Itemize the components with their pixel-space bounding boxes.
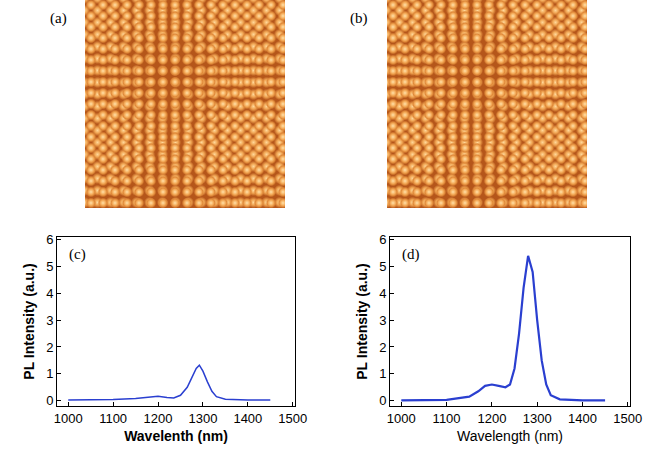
svg-text:Wavelength (nm): Wavelength (nm) [457, 428, 563, 444]
html-text:(b): (b) [350, 10, 368, 26]
svg-text:1500: 1500 [278, 411, 307, 426]
svg-text:1100: 1100 [99, 411, 127, 426]
svg-text:1400: 1400 [233, 411, 262, 426]
svg-text:3: 3 [46, 313, 53, 328]
svg-text:1200: 1200 [144, 411, 173, 426]
svg-text:5: 5 [379, 259, 386, 274]
svg-text:Wavelenth (nm): Wavelenth (nm) [124, 428, 228, 444]
svg-text:0: 0 [46, 393, 53, 408]
svg-text:2: 2 [46, 340, 53, 355]
svg-text:2: 2 [379, 340, 386, 355]
svg-text:(c): (c) [69, 246, 86, 263]
svg-text:6: 6 [46, 232, 53, 247]
svg-text:PL Intensity (a.u.): PL Intensity (a.u.) [354, 263, 370, 379]
html-text:(a): (a) [50, 10, 67, 26]
svg-text:3: 3 [379, 313, 386, 328]
svg-text:1300: 1300 [188, 411, 217, 426]
svg-text:5: 5 [46, 259, 53, 274]
svg-text:(d): (d) [402, 246, 420, 263]
svg-text:PL Intensity (a.u.): PL Intensity (a.u.) [21, 263, 37, 379]
svg-text:1: 1 [46, 366, 53, 381]
svg-text:1200: 1200 [477, 411, 506, 426]
svg-text:1100: 1100 [433, 411, 461, 426]
svg-text:1500: 1500 [613, 411, 642, 426]
svg-text:1000: 1000 [54, 411, 83, 426]
svg-text:4: 4 [46, 286, 53, 301]
svg-text:1000: 1000 [387, 411, 416, 426]
svg-text:1300: 1300 [523, 411, 552, 426]
svg-text:1400: 1400 [568, 411, 597, 426]
svg-text:0: 0 [379, 393, 386, 408]
svg-text:1: 1 [379, 366, 386, 381]
svg-text:6: 6 [379, 232, 386, 247]
svg-text:4: 4 [379, 286, 386, 301]
